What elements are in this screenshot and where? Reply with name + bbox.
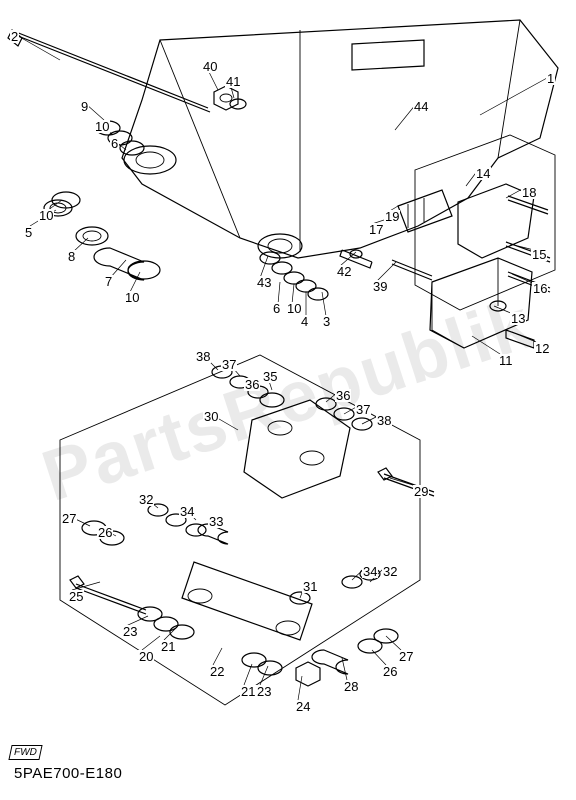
callout-26: 26 bbox=[97, 526, 113, 539]
leader-lines bbox=[18, 36, 547, 700]
callout-4: 4 bbox=[300, 315, 309, 328]
callout-37: 37 bbox=[355, 403, 371, 416]
callout-39: 39 bbox=[372, 280, 388, 293]
callout-13: 13 bbox=[510, 312, 526, 325]
leader-line bbox=[372, 650, 386, 665]
diagram-svg bbox=[0, 0, 576, 800]
leader-line bbox=[213, 648, 222, 665]
callout-40: 40 bbox=[202, 60, 218, 73]
callout-7: 7 bbox=[104, 275, 113, 288]
callout-44: 44 bbox=[413, 100, 429, 113]
callout-20: 20 bbox=[138, 650, 154, 663]
leader-line bbox=[298, 676, 302, 700]
callout-36: 36 bbox=[244, 378, 260, 391]
callout-23: 23 bbox=[122, 625, 138, 638]
leader-line bbox=[480, 78, 547, 115]
callout-21: 21 bbox=[240, 685, 256, 698]
callout-38: 38 bbox=[376, 414, 392, 427]
callout-2: 2 bbox=[10, 30, 19, 43]
leader-line bbox=[244, 664, 252, 685]
callout-9: 9 bbox=[80, 100, 89, 113]
pivot-nut bbox=[214, 86, 246, 110]
callout-33: 33 bbox=[208, 515, 224, 528]
leader-line bbox=[142, 636, 160, 650]
callout-21: 21 bbox=[160, 640, 176, 653]
callout-25: 25 bbox=[68, 590, 84, 603]
callout-10: 10 bbox=[124, 291, 140, 304]
callout-3: 3 bbox=[322, 315, 331, 328]
callout-18: 18 bbox=[521, 186, 537, 199]
callout-30: 30 bbox=[203, 410, 219, 423]
callout-6: 6 bbox=[272, 302, 281, 315]
callout-19: 19 bbox=[384, 210, 400, 223]
connecting-rod-group bbox=[70, 504, 398, 686]
callout-27: 27 bbox=[398, 650, 414, 663]
callout-32: 32 bbox=[382, 565, 398, 578]
callout-42: 42 bbox=[336, 265, 352, 278]
fwd-indicator: FWD bbox=[8, 745, 42, 760]
callout-11: 11 bbox=[498, 354, 514, 367]
callout-22: 22 bbox=[209, 665, 225, 678]
callout-36: 36 bbox=[335, 389, 351, 402]
part-code: 5PAE700-E180 bbox=[14, 765, 122, 782]
callout-5: 5 bbox=[24, 226, 33, 239]
leader-line bbox=[512, 332, 536, 342]
callout-37: 37 bbox=[221, 358, 237, 371]
callout-15: 15 bbox=[531, 248, 547, 261]
swingarm bbox=[122, 20, 558, 258]
callout-41: 41 bbox=[225, 75, 241, 88]
callout-6: 6 bbox=[110, 137, 119, 150]
callout-28: 28 bbox=[343, 680, 359, 693]
callout-34: 34 bbox=[179, 505, 195, 518]
callout-23: 23 bbox=[256, 685, 272, 698]
callout-8: 8 bbox=[67, 250, 76, 263]
callout-17: 17 bbox=[368, 223, 384, 236]
leader-line bbox=[18, 36, 60, 60]
callout-32: 32 bbox=[138, 493, 154, 506]
callout-27: 27 bbox=[61, 512, 77, 525]
callout-16: 16 bbox=[532, 282, 548, 295]
callout-12: 12 bbox=[534, 342, 550, 355]
callout-43: 43 bbox=[256, 276, 272, 289]
leader-line bbox=[322, 292, 326, 316]
callout-38: 38 bbox=[195, 350, 211, 363]
callout-31: 31 bbox=[302, 580, 318, 593]
pivot-bolt bbox=[8, 30, 210, 112]
leader-line bbox=[260, 666, 268, 685]
callout-10: 10 bbox=[94, 120, 110, 133]
callout-35: 35 bbox=[262, 370, 278, 383]
callout-1: 1 bbox=[546, 72, 555, 85]
leader-line bbox=[342, 658, 347, 680]
assembly-plates bbox=[60, 135, 555, 705]
callout-10: 10 bbox=[38, 209, 54, 222]
callout-34: 34 bbox=[362, 565, 378, 578]
callout-14: 14 bbox=[475, 167, 491, 180]
callout-26: 26 bbox=[382, 665, 398, 678]
callout-10: 10 bbox=[286, 302, 302, 315]
callout-29: 29 bbox=[413, 485, 429, 498]
callout-24: 24 bbox=[295, 700, 311, 713]
